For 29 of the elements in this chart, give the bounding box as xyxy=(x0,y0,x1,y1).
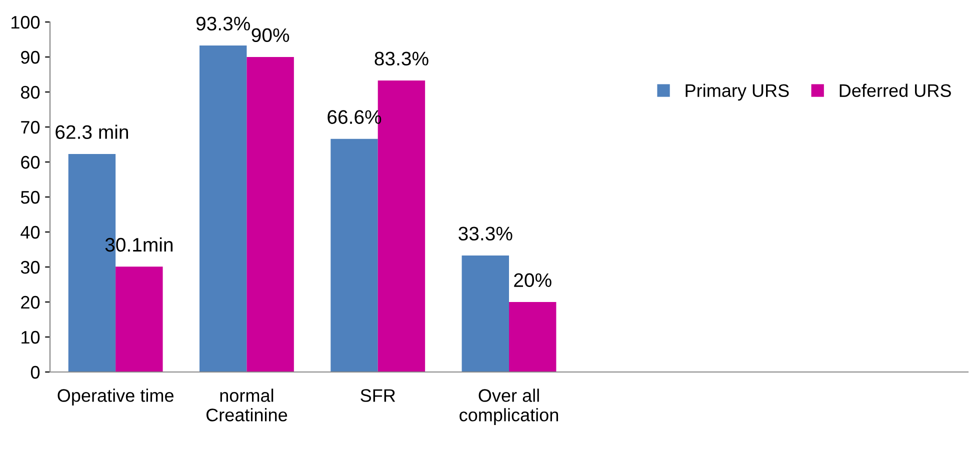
data-label: 62.3 min xyxy=(56,124,128,139)
bar xyxy=(330,138,378,372)
data-label: 93.3% xyxy=(196,16,250,30)
data-label: 33.3% xyxy=(458,226,512,240)
data-label: 90% xyxy=(252,28,290,42)
y-tick-label: 70 xyxy=(21,120,40,134)
y-tick-label: 0 xyxy=(30,366,40,379)
data-label: 83.3% xyxy=(374,52,428,66)
x-tick-label: SFR xyxy=(360,389,396,402)
y-tick-label: 100 xyxy=(12,16,40,29)
x-tick-label: normal Creatinine xyxy=(206,388,288,422)
x-tick-label: Operative time xyxy=(58,388,174,406)
x-tick-label: Over all complication xyxy=(460,388,558,425)
y-tick-label: 90 xyxy=(21,50,40,64)
y-tick-label: 30 xyxy=(20,260,40,274)
y-tick-label: 80 xyxy=(20,86,40,99)
bar xyxy=(509,302,556,372)
bar xyxy=(462,255,509,372)
y-tick-label: 10 xyxy=(22,330,40,344)
legend-label: Deferred URS xyxy=(840,84,951,98)
y-tick-label: 50 xyxy=(20,190,40,204)
bar xyxy=(200,45,247,372)
y-tick-label: 20 xyxy=(21,296,40,309)
legend-label: Primary URS xyxy=(686,84,789,101)
data-label: 20% xyxy=(514,273,552,288)
bar xyxy=(246,57,294,372)
y-tick-label: 60 xyxy=(21,156,40,169)
y-tick-label: 40 xyxy=(20,226,40,239)
bar xyxy=(116,266,163,372)
